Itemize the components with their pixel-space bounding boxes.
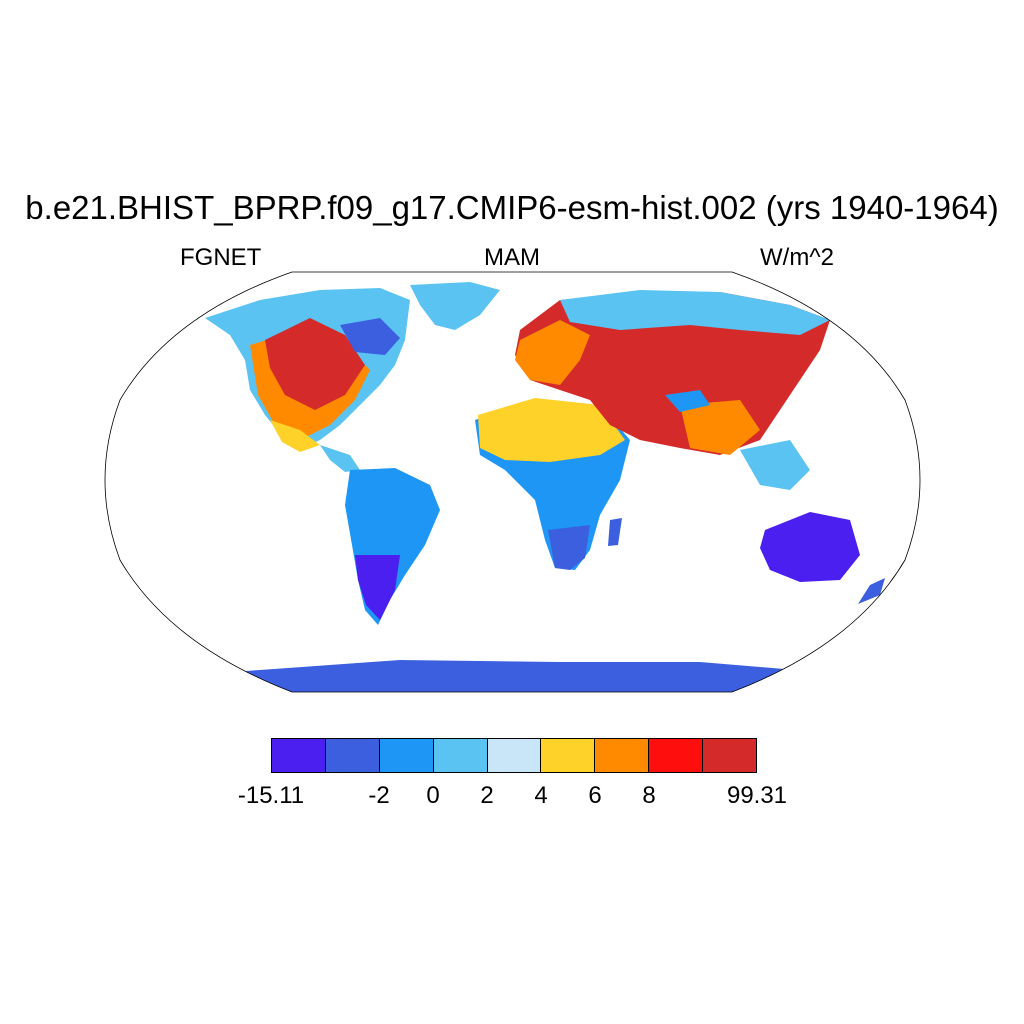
colorbar-box [379, 739, 434, 772]
south-america-cold-region [355, 555, 400, 620]
colorbar-label: -2 [368, 782, 390, 809]
colorbar-box [272, 739, 326, 772]
colorbar-box [703, 739, 757, 772]
plot-title: b.e21.BHIST_BPRP.f09_g17.CMIP6-esm-hist.… [25, 189, 999, 226]
madagascar [608, 518, 622, 546]
south-asia-region [680, 400, 760, 455]
south-america-landmass [345, 468, 440, 625]
antarctica-landmass [120, 660, 905, 692]
colorbar-label: 0 [426, 782, 440, 809]
greenland-landmass [410, 282, 500, 330]
colorbar-label: 4 [534, 782, 548, 809]
southern-africa-region [548, 525, 590, 570]
colorbar-box [541, 739, 596, 772]
north-america-hot-region [265, 318, 365, 410]
season-label: MAM [484, 244, 540, 271]
colorbar-box [487, 739, 542, 772]
colorbar-label: -15.11 [237, 782, 305, 809]
tibet-cool-patch [665, 390, 710, 412]
eurasia-landmass [515, 292, 830, 455]
sahara-region [478, 398, 625, 462]
central-america [320, 445, 360, 472]
map-boundary [104, 271, 921, 693]
europe-region [515, 320, 590, 385]
colorbar-box [325, 739, 380, 772]
variable-label: FGNET [180, 244, 262, 271]
mexico-region [270, 420, 320, 452]
colorbar-box [595, 739, 650, 772]
arctic-coast-region [560, 290, 830, 335]
southeast-asia-region [740, 440, 810, 490]
colorbar-label: 2 [480, 782, 494, 809]
colorbar-label: 8 [642, 782, 656, 809]
colorbar-label: 99.31 [726, 782, 788, 809]
units-label: W/m^2 [760, 244, 834, 271]
colorbar-label: 6 [588, 782, 602, 809]
new-zealand [858, 578, 885, 604]
colorbar-box [649, 739, 704, 772]
australia-landmass [760, 512, 860, 582]
colorbar [271, 738, 757, 773]
colorbar-box [433, 739, 488, 772]
north-america-cool-patch [340, 318, 400, 355]
